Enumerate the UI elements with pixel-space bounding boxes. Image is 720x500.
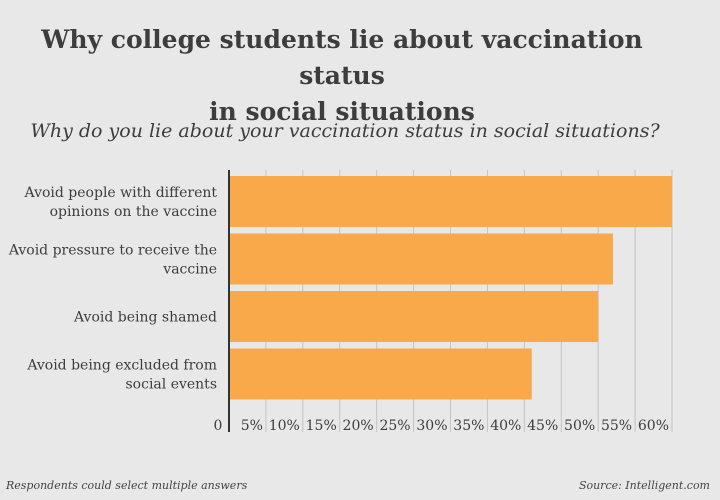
footnote: Respondents could select multiple answer… — [6, 479, 248, 492]
category-label: Avoid people with different — [24, 185, 218, 201]
x-tick-label: 25% — [379, 418, 410, 434]
x-tick-label: 45% — [527, 418, 558, 434]
bar — [229, 348, 532, 400]
category-label: Avoid pressure to receive the — [8, 243, 217, 259]
bar — [229, 233, 613, 285]
source-credit: Source: Intelligent.com — [578, 479, 710, 492]
x-tick-label: 40% — [490, 418, 521, 434]
x-tick-label: 5% — [241, 418, 263, 434]
x-tick-label: 20% — [343, 418, 374, 434]
chart-title: Why college students lie about vaccinati… — [0, 22, 684, 130]
x-tick-label: 35% — [453, 418, 484, 434]
chart-title-line-2: in social situations — [209, 97, 475, 126]
category-label: vaccine — [162, 262, 217, 278]
x-tick-label: 55% — [601, 418, 632, 434]
category-label: opinions on the vaccine — [50, 204, 217, 220]
category-label: Avoid being excluded from — [26, 358, 217, 374]
chart-title-line-1: Why college students lie about vaccinati… — [41, 25, 643, 90]
x-tick-label: 30% — [416, 418, 447, 434]
x-tick-label: 10% — [269, 418, 300, 434]
bar — [229, 176, 672, 227]
x-tick-label: 50% — [564, 418, 595, 434]
category-label: Avoid being shamed — [73, 310, 217, 326]
x-tick-label: 15% — [306, 418, 337, 434]
bar — [229, 291, 599, 342]
category-label: social events — [125, 377, 217, 393]
x-tick-label: 0 — [214, 418, 223, 434]
chart-subtitle: Why do you lie about your vaccination st… — [30, 120, 660, 142]
x-tick-label: 60% — [638, 418, 669, 434]
